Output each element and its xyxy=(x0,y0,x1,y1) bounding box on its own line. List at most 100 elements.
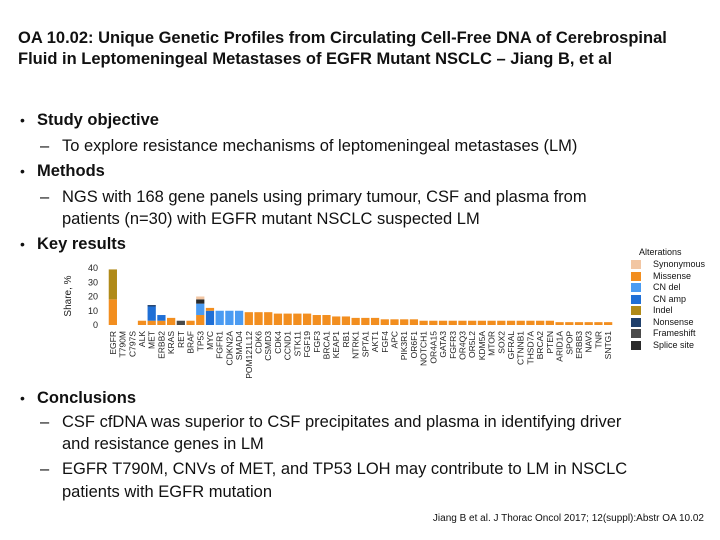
legend-label: Missense xyxy=(653,270,692,281)
bar-segment xyxy=(565,322,574,325)
dash: – xyxy=(40,460,50,478)
sub-bullet-conclusion-1-line2: and resistance genes in LM xyxy=(62,435,264,453)
bar-segment xyxy=(594,322,603,325)
y-tick-label: 0 xyxy=(93,320,98,330)
bullet-dot: • xyxy=(20,390,25,406)
x-tick-label: GFRAL xyxy=(506,331,516,360)
legend-label: Indel xyxy=(653,305,673,315)
bar-segment xyxy=(526,320,535,325)
x-tick-label: NTRK1 xyxy=(351,331,361,359)
bar-segment xyxy=(555,322,564,325)
legend-item: Nonsense xyxy=(631,317,720,328)
legend-label: Synonymous xyxy=(653,259,706,269)
x-tick-label: FGFR1 xyxy=(215,331,225,359)
legend-swatch xyxy=(631,329,641,338)
bar-segment xyxy=(312,315,321,325)
bar-segment xyxy=(516,320,525,325)
x-tick-label: MET xyxy=(147,331,157,349)
bar-segment xyxy=(574,322,584,325)
dash: – xyxy=(40,137,50,155)
x-tick-label: SOX2 xyxy=(496,331,506,354)
x-tick-label: AKT1 xyxy=(370,331,380,353)
bar-segment xyxy=(419,320,428,325)
bar-segment xyxy=(351,317,360,326)
bar-segment xyxy=(254,312,263,326)
bar-segment xyxy=(147,305,156,307)
x-tick-label: CSMD3 xyxy=(263,331,273,361)
y-tick-label: 30 xyxy=(88,277,98,287)
x-tick-label: BRCA2 xyxy=(535,331,545,360)
bar-segment xyxy=(497,320,506,325)
y-axis-label: Share, % xyxy=(63,275,74,316)
legend-item: Missense xyxy=(631,271,720,282)
x-tick-label: TP53 xyxy=(195,331,205,352)
x-tick-label: OR4Q3 xyxy=(457,331,467,360)
x-tick-label: ARID1A xyxy=(555,331,565,362)
bar-segment xyxy=(215,310,224,325)
bar-segment xyxy=(448,320,457,325)
x-tick-label: MYC xyxy=(205,331,215,350)
x-tick-label: SPTA1 xyxy=(360,331,370,358)
bar-segment xyxy=(293,313,302,325)
bar-segment xyxy=(205,307,215,311)
sub-bullet-methods-line2: patients (n=30) with EGFR mutant NSCLC s… xyxy=(62,210,480,228)
legend-item: Splice site xyxy=(631,340,720,351)
legend-item: CN amp xyxy=(631,294,720,305)
bar-segment xyxy=(468,320,477,325)
bar-segment xyxy=(167,317,176,326)
bar-segment xyxy=(273,313,283,325)
bullet-study-objective-heading: Study objective xyxy=(37,111,159,129)
bar-segment xyxy=(196,296,205,300)
x-tick-label: PIK3R1 xyxy=(399,331,409,361)
bar-segment xyxy=(147,306,156,321)
x-tick-label: FGF3 xyxy=(312,331,322,353)
bar-segment xyxy=(506,320,516,325)
legend-label: CN amp xyxy=(653,293,687,304)
x-tick-label: POM121L12 xyxy=(244,331,254,379)
bar-segment xyxy=(157,315,166,321)
x-tick-label: SPOP xyxy=(564,331,574,355)
x-tick-label: CDK6 xyxy=(254,331,264,354)
bar-segment xyxy=(283,313,292,325)
x-tick-label: CDKN2A xyxy=(224,331,234,366)
bar-segment xyxy=(390,319,399,325)
x-tick-label: KEAP1 xyxy=(331,331,341,359)
dash: – xyxy=(40,188,50,206)
bullet-key-results-heading: Key results xyxy=(37,235,126,253)
bar-segment xyxy=(545,320,554,325)
x-tick-label: OR5L2 xyxy=(467,331,477,358)
x-tick-label: CCND1 xyxy=(283,331,293,361)
bar-segment xyxy=(458,320,467,325)
bar-segment xyxy=(332,316,341,325)
x-tick-label: NOTCH1 xyxy=(419,331,429,366)
legend-swatch xyxy=(631,260,641,269)
bar-segment xyxy=(205,310,215,325)
bar-segment xyxy=(196,315,205,325)
x-tick-label: ERBB2 xyxy=(156,331,166,359)
x-tick-label: FGF19 xyxy=(302,331,312,358)
x-tick-label: CDK4 xyxy=(273,331,283,354)
bar-segment xyxy=(108,269,117,300)
bar-segment xyxy=(370,317,380,326)
bar-segment xyxy=(176,320,185,325)
bar-segment xyxy=(234,310,244,325)
legend-label: Nonsense xyxy=(653,316,694,327)
legend-swatch xyxy=(631,294,641,304)
bullet-methods-heading: Methods xyxy=(37,162,105,180)
y-tick-label: 20 xyxy=(88,292,98,302)
x-tick-label: RET xyxy=(176,331,186,348)
x-tick-label: NAV3 xyxy=(584,331,594,353)
bullet-dot: • xyxy=(20,112,25,128)
bar-segment xyxy=(477,320,487,325)
sub-bullet-conclusion-1-line1: CSF cfDNA was superior to CSF precipitat… xyxy=(62,413,622,431)
bar-segment xyxy=(361,317,370,326)
x-tick-label: FGFR3 xyxy=(448,331,458,359)
sub-bullet-conclusion-2-line1: EGFR T790M, CNVs of MET, and TP53 LOH ma… xyxy=(62,460,628,478)
bullet-dot: • xyxy=(20,236,25,252)
x-tick-label: FGF4 xyxy=(380,331,390,353)
x-tick-label: STK11 xyxy=(292,331,302,357)
bar-segment xyxy=(196,299,205,304)
legend-swatch xyxy=(631,317,641,327)
x-tick-label: EGFR xyxy=(108,331,118,355)
bar-segment xyxy=(147,320,156,325)
